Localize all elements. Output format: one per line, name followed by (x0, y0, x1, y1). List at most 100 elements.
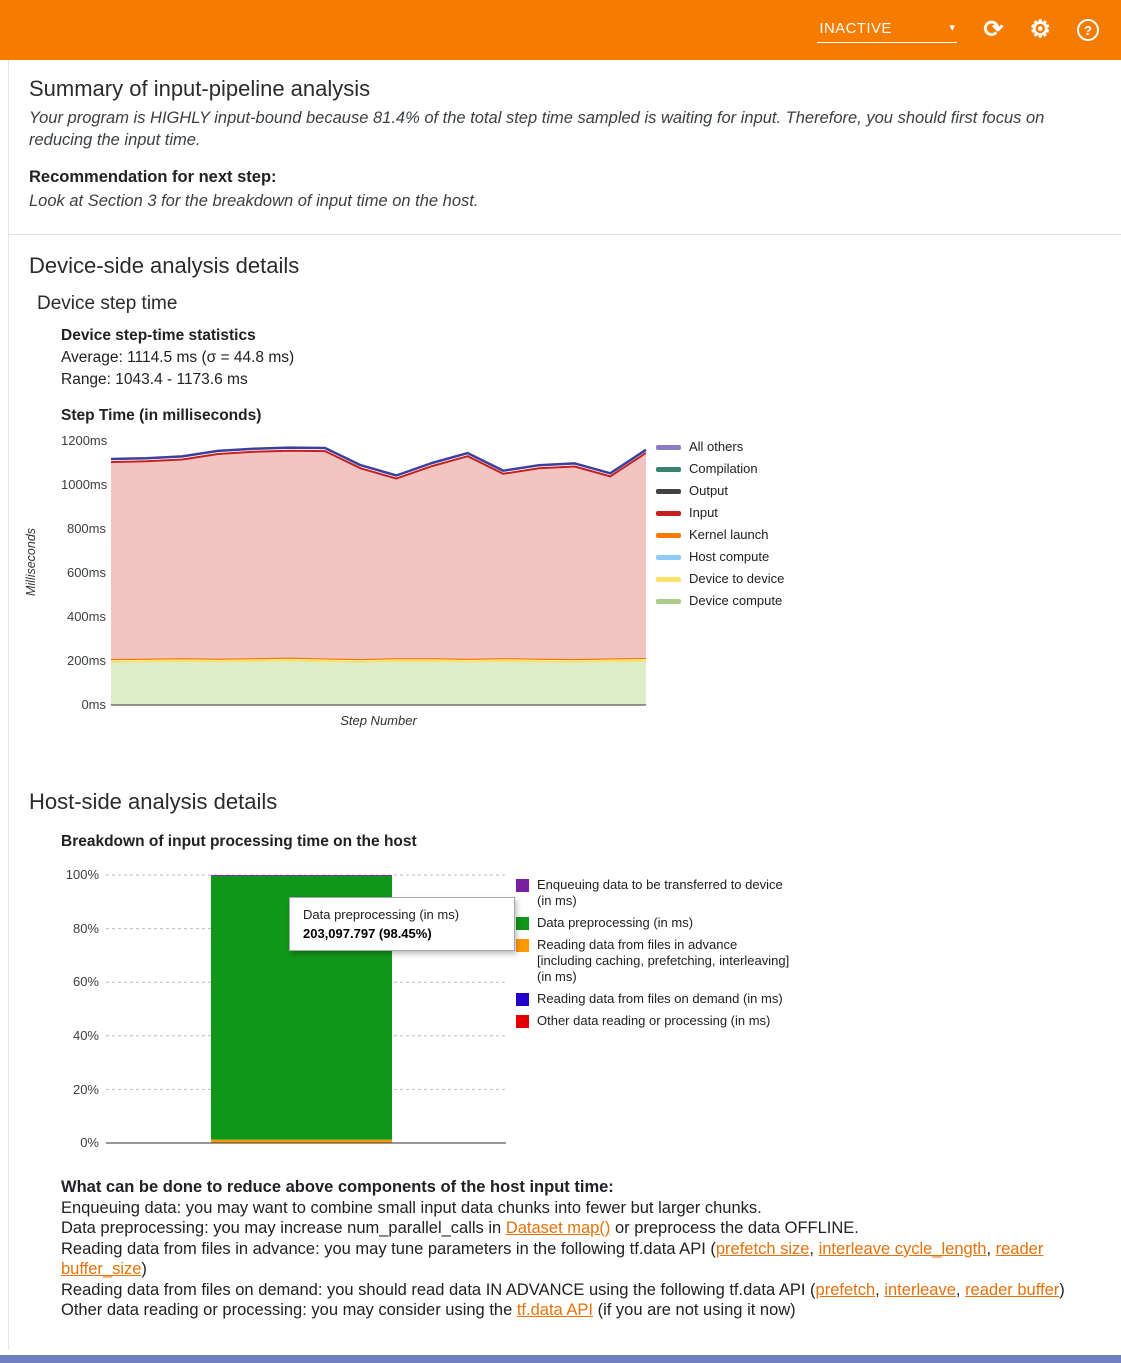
app-header: INACTIVE ▾ ⟳ ⚙ ? (0, 0, 1121, 60)
stats-range: Range: 1043.4 - 1173.6 ms (61, 371, 248, 389)
doc-link-dataset-map[interactable]: Dataset map() (505, 1219, 611, 1238)
advice-text: Other data reading or processing: you ma… (61, 1301, 517, 1320)
doc-link-tf-data-api[interactable]: tf.data API (516, 1301, 593, 1320)
step-time-plot-area[interactable] (111, 437, 651, 709)
step-time-chart-title: Step Time (in milliseconds) (61, 407, 262, 425)
legend-item-device-to-device: Device to device (656, 571, 826, 587)
device-section-title: Device-side analysis details (29, 253, 300, 279)
legend-item-all-others: All others (656, 439, 826, 455)
legend-item-output: Output (656, 483, 826, 499)
doc-link-reader-buffer-size[interactable]: reader buffer_size (61, 1239, 1044, 1279)
advice-text: Data preprocessing: you may increase num… (61, 1219, 506, 1238)
host-breakdown-chart: 0% 20% 40% 60% 80% 100% Data preprocessing (i… (61, 867, 1109, 1171)
doc-link-prefetch[interactable]: prefetch (815, 1280, 876, 1299)
area-ytick-1000ms: 1000ms (61, 477, 108, 493)
doc-link-interleave[interactable]: interleave (884, 1280, 956, 1299)
settings-gear-icon[interactable]: ⚙ (1029, 16, 1051, 43)
y-axis-label: Milliseconds (24, 528, 38, 597)
legend-item-enqueuing-data-to-be-transferred-to-device-in-ms: Enqueuing data to be transferred to devi… (516, 877, 794, 909)
host-section: Host-side analysis details Breakdown of … (9, 739, 1121, 1321)
legend-label: Output (689, 483, 729, 499)
legend-label: Device to device (689, 571, 785, 587)
bar-segment-enqueuing-data-to-be-transferred-to-device-in-ms (211, 875, 392, 877)
legend-swatch-host-compute (656, 554, 681, 560)
refresh-icon[interactable]: ⟳ (983, 16, 1004, 43)
legend-swatch-device-compute (656, 598, 681, 604)
section-divider (9, 234, 1121, 236)
legend-swatch-reading-data-from-files-in-advance-including-caching-prefetching-interleaving-in-ms (516, 939, 529, 953)
stats-average: Average: 1114.5 ms (σ = 44.8 ms) (61, 349, 295, 367)
legend-swatch-all-others (656, 444, 681, 450)
advice-title: What can be done to reduce above compone… (61, 1178, 614, 1197)
advice-text: , (809, 1239, 819, 1258)
bar-ytick-40: 40% (72, 1028, 99, 1044)
bar-ytick-80: 80% (72, 920, 99, 936)
advice-text: (if you are not using it now) (592, 1301, 796, 1320)
legend-label: Data preprocessing (in ms) (537, 915, 694, 931)
advice-line: Enqueuing data: you may want to combine … (61, 1198, 1073, 1219)
legend-label: Reading data from files in advance [incl… (537, 937, 790, 985)
legend-label: All others (689, 439, 744, 455)
legend-item-reading-data-from-files-in-advance-including-caching-prefetching-interleaving-in-ms: Reading data from files in advance [incl… (516, 937, 794, 985)
legend-swatch-other-data-reading-or-processing-in-ms (516, 1015, 529, 1029)
host-chart-title: Breakdown of input processing time on th… (61, 833, 417, 851)
area-ytick-800ms: 800ms (66, 521, 106, 537)
advice-text: ) (141, 1260, 147, 1279)
summary-body: Your program is HIGHLY input-bound becau… (29, 109, 1045, 149)
legend-label: Device compute (689, 593, 783, 609)
advice-text: , (875, 1280, 885, 1299)
tooltip-series-label: Data preprocessing (in ms) (303, 907, 460, 923)
bar-segment-reading-data-from-files-in-advance-including-caching-prefetching-interleaving-in-ms (211, 1140, 392, 1144)
legend-item-other-data-reading-or-processing-in-ms: Other data reading or processing (in ms) (516, 1013, 794, 1029)
area-input (111, 450, 646, 660)
bar-ytick-20: 20% (72, 1081, 99, 1097)
recommendation-label: Recommendation for next step: (29, 167, 277, 186)
step-time-legend: All others Compilation Output Input Kernel l… (656, 439, 826, 615)
summary-title: Summary of input-pipeline analysis (29, 76, 371, 101)
advice-line: Reading data from files on demand: you s… (61, 1280, 1073, 1301)
advice-line: Reading data from files in advance: you … (61, 1239, 1073, 1280)
legend-swatch-data-preprocessing-in-ms (516, 917, 529, 931)
legend-swatch-device-to-device (656, 576, 681, 582)
run-status-select[interactable]: INACTIVE ▾ (817, 18, 958, 43)
advice-block: What can be done to reduce above compone… (61, 1177, 1073, 1321)
legend-label: Reading data from files on demand (in ms… (537, 991, 783, 1007)
advice-text: , (955, 1280, 966, 1299)
legend-swatch-input (656, 510, 681, 516)
device-step-time-title: Device step time (37, 293, 178, 315)
legend-label: Kernel launch (689, 527, 769, 543)
bar-ytick-60: 60% (72, 974, 99, 990)
advice-text: , (986, 1239, 996, 1258)
line-input (111, 449, 647, 480)
area-device-compute (111, 660, 646, 706)
advice-line: Other data reading or processing: you ma… (61, 1300, 1073, 1321)
device-section: Device-side analysis details Device step… (9, 235, 1121, 739)
legend-swatch-reading-data-from-files-on-demand-in-ms (516, 993, 529, 1007)
x-axis-label: Step Number (340, 713, 417, 729)
legend-swatch-output (656, 488, 681, 494)
summary-section: Summary of input-pipeline analysis Your … (9, 60, 1121, 234)
area-ytick-1200ms: 1200ms (61, 433, 108, 449)
legend-item-kernel-launch: Kernel launch (656, 527, 826, 543)
legend-label: Enqueuing data to be transferred to devi… (537, 877, 783, 909)
advice-line: Data preprocessing: you may increase num… (61, 1218, 1073, 1239)
bottom-section-strip (0, 1355, 1121, 1363)
legend-item-host-compute: Host compute (656, 549, 826, 565)
legend-item-reading-data-from-files-on-demand-in-ms: Reading data from files on demand (in ms… (516, 991, 794, 1007)
area-ytick-200ms: 200ms (66, 653, 106, 669)
tooltip-value: 203,097.797 (98.45%) (303, 926, 432, 942)
area-ytick-0ms: 0ms (81, 697, 106, 713)
help-icon[interactable]: ? (1077, 19, 1099, 41)
stats-title: Device step-time statistics (61, 327, 256, 345)
area-ytick-600ms: 600ms (66, 565, 106, 581)
advice-text: Reading data from files in advance: you … (61, 1239, 716, 1258)
doc-link-reader-buffer[interactable]: reader buffer (965, 1280, 1060, 1299)
host-section-title: Host-side analysis details (29, 789, 278, 815)
area-ytick-400ms: 400ms (66, 609, 106, 625)
doc-link-prefetch-size[interactable]: prefetch size (715, 1239, 810, 1258)
run-status-value: INACTIVE (819, 19, 892, 37)
legend-item-input: Input (656, 505, 826, 521)
doc-link-interleave-cycle-length[interactable]: interleave cycle_length (818, 1239, 987, 1258)
advice-text: Reading data from files on demand: you s… (61, 1280, 816, 1299)
advice-text: Enqueuing data: you may want to combine … (61, 1198, 762, 1217)
